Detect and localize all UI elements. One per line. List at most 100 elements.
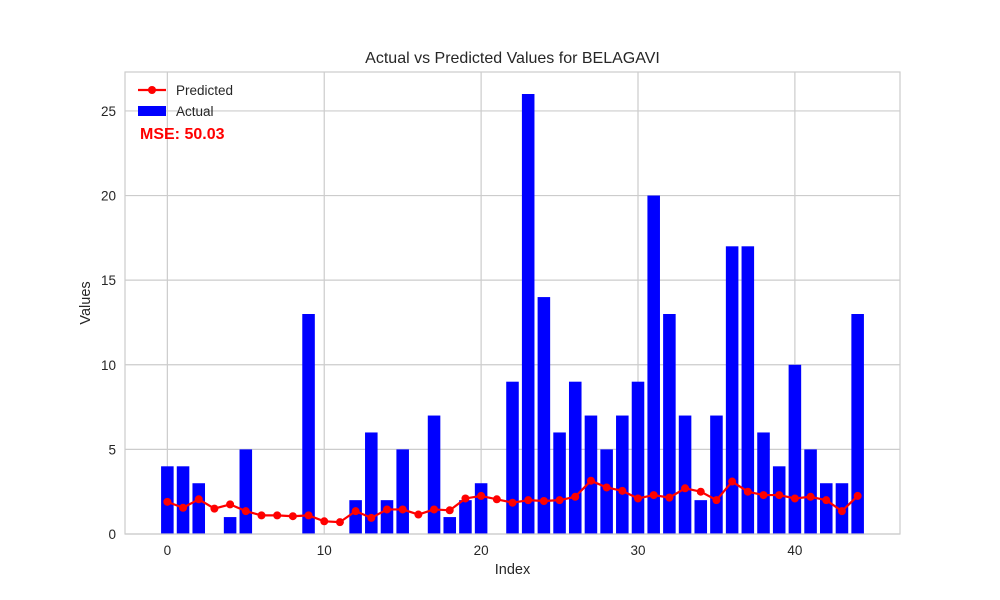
actual-bar bbox=[647, 195, 660, 535]
actual-bar bbox=[537, 297, 551, 534]
actual-bar bbox=[396, 449, 409, 534]
actual-bar bbox=[600, 449, 613, 534]
actual-bar bbox=[788, 364, 802, 534]
tick-labels: 0 10 20 30 40 0 5 10 15 20 25 bbox=[101, 104, 802, 558]
actual-bar bbox=[663, 314, 676, 534]
predicted-point bbox=[822, 496, 831, 505]
y-tick-label: 25 bbox=[101, 104, 116, 119]
actual-bar bbox=[443, 517, 457, 534]
predicted-point bbox=[539, 497, 548, 505]
y-tick-label: 15 bbox=[101, 273, 116, 288]
predicted-point bbox=[665, 493, 674, 502]
legend-actual-swatch bbox=[138, 106, 166, 116]
predicted-point bbox=[681, 484, 690, 493]
x-tick-label: 10 bbox=[317, 543, 332, 558]
actual-bar bbox=[694, 500, 708, 534]
actual-bar bbox=[459, 500, 472, 534]
actual-bar bbox=[616, 415, 629, 534]
predicted-point bbox=[445, 506, 454, 515]
predicted-point bbox=[728, 477, 737, 486]
actual-bar bbox=[176, 466, 190, 534]
plot-frame bbox=[124, 71, 901, 535]
actual-bar bbox=[819, 483, 833, 534]
predicted-point bbox=[382, 505, 391, 514]
predicted-point bbox=[492, 495, 501, 504]
predicted-point bbox=[555, 496, 564, 505]
predicted-point bbox=[367, 513, 376, 522]
x-tick-label: 30 bbox=[630, 543, 645, 558]
mse-annotation: MSE: 50.03 bbox=[140, 126, 225, 143]
predicted-point bbox=[398, 505, 407, 514]
y-tick-label: 20 bbox=[101, 189, 116, 204]
legend-actual-label: Actual bbox=[176, 104, 214, 119]
actual-bar bbox=[710, 415, 723, 534]
predicted-point bbox=[571, 492, 580, 501]
legend: Predicted Actual bbox=[138, 83, 233, 119]
predicted-point bbox=[414, 510, 423, 519]
actual-bar bbox=[678, 415, 692, 534]
y-tick-label: 0 bbox=[108, 527, 116, 542]
actual-bar bbox=[631, 381, 645, 534]
predicted-point bbox=[226, 500, 235, 509]
legend-predicted-marker-swatch bbox=[148, 86, 156, 94]
actual-bar bbox=[506, 381, 519, 534]
predicted-point bbox=[179, 503, 188, 512]
predicted-point bbox=[775, 491, 784, 500]
x-tick-label: 40 bbox=[787, 543, 802, 558]
predicted-point bbox=[320, 517, 329, 526]
actual-bar bbox=[772, 466, 786, 534]
x-tick-label: 0 bbox=[164, 543, 172, 558]
actual-bar bbox=[741, 246, 755, 535]
predicted-point bbox=[461, 494, 470, 503]
predicted-line bbox=[163, 476, 862, 527]
predicted-point bbox=[304, 511, 313, 520]
y-axis-label: Values bbox=[78, 281, 94, 324]
actual-bar bbox=[349, 500, 362, 534]
predicted-point bbox=[853, 491, 862, 500]
predicted-point bbox=[790, 494, 799, 503]
predicted-point bbox=[837, 507, 846, 516]
predicted-point bbox=[257, 511, 266, 520]
actual-bar bbox=[568, 381, 582, 534]
actual-bar bbox=[365, 432, 378, 534]
predicted-point bbox=[586, 476, 595, 485]
predicted-point bbox=[508, 498, 517, 507]
actual-bar bbox=[239, 449, 253, 534]
actual-bar bbox=[725, 246, 739, 535]
predicted-point bbox=[712, 496, 721, 505]
predicted-point bbox=[430, 505, 439, 514]
actual-bar bbox=[584, 415, 598, 534]
chart-title: Actual vs Predicted Values for BELAGAVI bbox=[365, 50, 660, 67]
predicted-point bbox=[210, 504, 219, 513]
actual-bar bbox=[474, 483, 488, 534]
predicted-point bbox=[696, 487, 705, 496]
predicted-point bbox=[759, 491, 768, 500]
predicted-point bbox=[273, 511, 282, 520]
predicted-point bbox=[743, 487, 752, 496]
predicted-point bbox=[602, 483, 611, 492]
predicted-point bbox=[634, 494, 643, 503]
actual-bars bbox=[161, 94, 864, 535]
predicted-point bbox=[194, 495, 203, 504]
predicted-point bbox=[288, 512, 297, 521]
predicted-point bbox=[351, 507, 360, 516]
predicted-point bbox=[649, 491, 658, 500]
legend-predicted-label: Predicted bbox=[176, 83, 233, 98]
actual-bar bbox=[223, 517, 237, 534]
x-tick-label: 20 bbox=[474, 543, 489, 558]
predicted-point bbox=[524, 496, 533, 505]
predicted-point bbox=[618, 486, 627, 495]
actual-bar bbox=[302, 314, 315, 534]
actual-bar bbox=[804, 449, 817, 534]
actual-bar bbox=[192, 483, 206, 534]
actual-bar bbox=[851, 314, 864, 534]
predicted-point bbox=[806, 492, 815, 501]
actual-bar bbox=[757, 432, 770, 534]
actual-bar bbox=[521, 94, 535, 534]
y-tick-label: 5 bbox=[108, 442, 116, 457]
y-tick-label: 10 bbox=[101, 358, 116, 373]
actual-bar bbox=[553, 432, 566, 534]
x-axis-label: Index bbox=[495, 562, 531, 578]
predicted-point bbox=[477, 491, 486, 500]
